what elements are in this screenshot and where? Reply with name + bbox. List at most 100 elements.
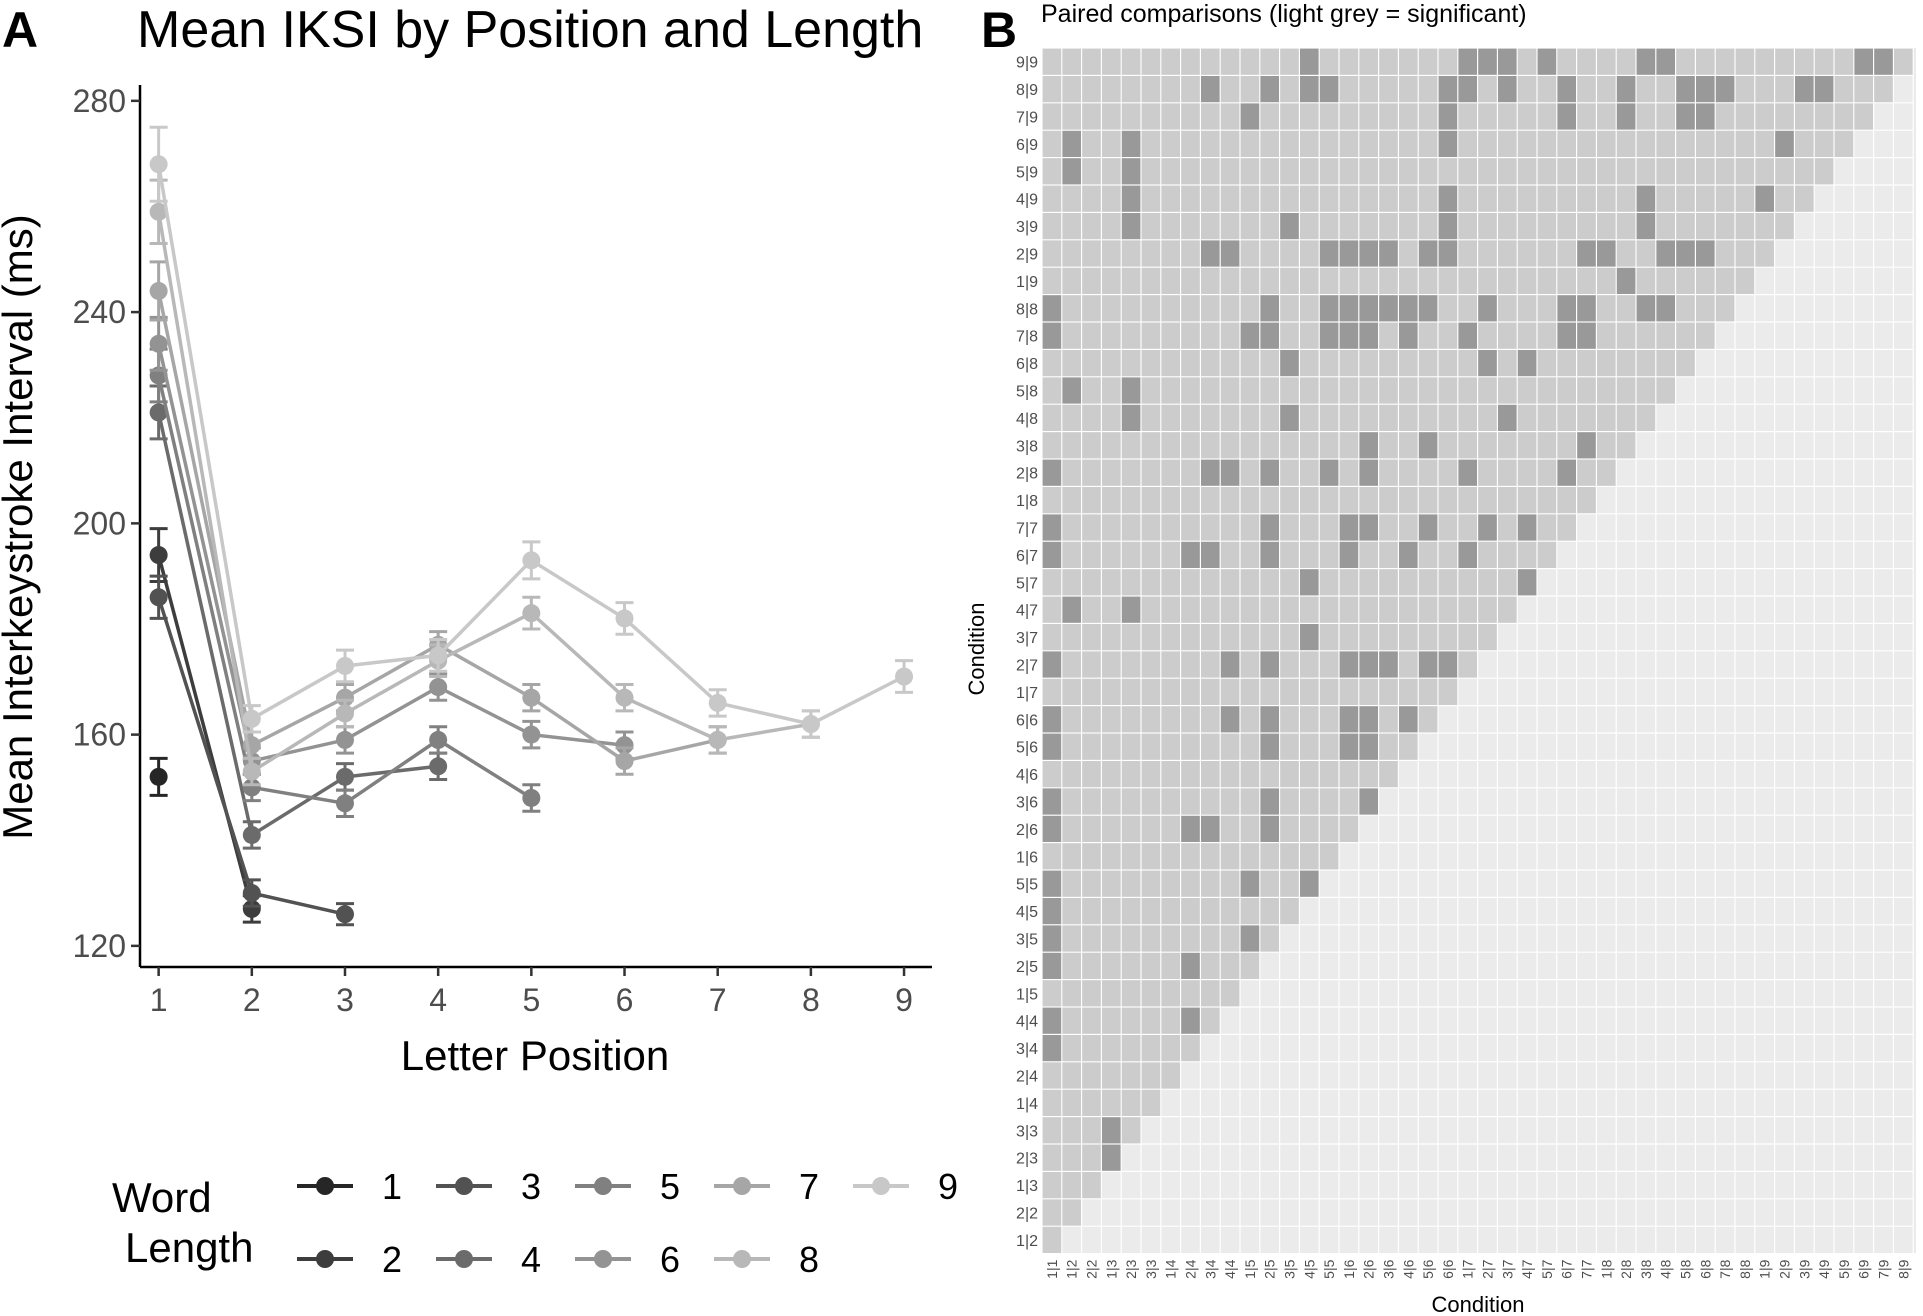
heatmap-cell-nonsignificant <box>1577 322 1596 349</box>
heatmap-cell-significant <box>1280 624 1299 651</box>
heatmap-cell-significant <box>1438 158 1458 185</box>
heatmap-cell-significant <box>1062 432 1081 459</box>
heatmap-cell-nonsignificant <box>1042 815 1062 842</box>
heatmap-y-tick-label: 8|9 <box>1016 82 1038 99</box>
heatmap-cell-significant <box>1280 678 1299 705</box>
heatmap-cell-significant <box>1181 240 1200 267</box>
heatmap-cell-significant <box>1597 158 1616 185</box>
heatmap-cell-significant <box>1220 487 1240 514</box>
heatmap-y-tick-label: 8|8 <box>1016 301 1038 318</box>
heatmap-cell-significant <box>1181 788 1200 815</box>
heatmap-cell-significant <box>1537 240 1557 267</box>
heatmap-cell-nonsignificant <box>1300 870 1319 897</box>
heatmap-cell-significant <box>1577 130 1596 157</box>
heatmap-cell-significant <box>1280 788 1299 815</box>
heatmap-cell-significant <box>1399 158 1418 185</box>
heatmap-cell-significant <box>1082 569 1101 596</box>
heatmap-cell-significant <box>1121 103 1141 130</box>
heatmap-cell-significant <box>1240 815 1260 842</box>
heatmap-cell-significant <box>1141 815 1161 842</box>
series-line <box>156 163 905 726</box>
heatmap-cell-significant <box>1260 158 1279 185</box>
heatmap-cell-significant <box>1141 514 1161 541</box>
heatmap-cell-significant <box>1102 514 1121 541</box>
heatmap-cell-significant <box>1240 267 1260 294</box>
heatmap-cell-significant <box>1141 761 1161 788</box>
heatmap-cell-significant <box>1597 103 1616 130</box>
heatmap-cell-nonsignificant <box>1121 596 1141 623</box>
heatmap-cell-significant <box>1300 541 1319 568</box>
heatmap-cell-significant <box>1696 213 1715 240</box>
heatmap-cell-significant <box>1161 1062 1180 1089</box>
heatmap-cell-significant <box>1102 103 1121 130</box>
heatmap-cell-significant <box>1102 569 1121 596</box>
heatmap-cell-significant <box>1418 624 1438 651</box>
heatmap-cell-significant <box>1062 213 1081 240</box>
heatmap-cell-significant <box>1319 350 1339 377</box>
heatmap-cell-significant <box>1121 761 1141 788</box>
heatmap-cell-nonsignificant <box>1339 733 1359 760</box>
heatmap-cell-nonsignificant <box>1478 295 1497 322</box>
heatmap-cell-nonsignificant <box>1359 322 1378 349</box>
heatmap-cell-significant <box>1379 678 1398 705</box>
heatmap-cell-significant <box>1517 432 1537 459</box>
data-point <box>242 825 261 844</box>
heatmap-cell-significant <box>1814 130 1834 157</box>
heatmap-cell-significant <box>1161 130 1180 157</box>
heatmap-cell-significant <box>1181 898 1200 925</box>
heatmap-cell-significant <box>1082 1007 1101 1034</box>
heatmap-cell-significant <box>1458 185 1477 212</box>
heatmap-cell-significant <box>1082 48 1101 75</box>
heatmap-cell-significant <box>1616 350 1636 377</box>
data-point <box>615 752 634 771</box>
heatmap-cell-nonsignificant <box>1062 377 1081 404</box>
heatmap-cell-nonsignificant <box>1359 733 1378 760</box>
heatmap-cell-significant <box>1597 322 1616 349</box>
heatmap-cell-significant <box>1201 624 1220 651</box>
heatmap-cell-significant <box>1814 158 1834 185</box>
heatmap-cell-significant <box>1102 761 1121 788</box>
heatmap-cell-significant <box>1220 843 1240 870</box>
heatmap-cell-significant <box>1577 459 1596 486</box>
heatmap-cell-significant <box>1359 267 1378 294</box>
heatmap-cell-significant <box>1894 48 1913 75</box>
heatmap-cell-significant <box>1616 240 1636 267</box>
heatmap-cell-significant <box>1319 185 1339 212</box>
heatmap-x-tick-label: 1|2 <box>1064 1259 1080 1278</box>
heatmap-cell-significant <box>1597 459 1616 486</box>
heatmap-cell-nonsignificant <box>1121 158 1141 185</box>
heatmap-cell-significant <box>1220 295 1240 322</box>
heatmap-x-tick-label: 8|9 <box>1895 1259 1911 1278</box>
heatmap-cell-significant <box>1715 240 1735 267</box>
heatmap-cell-significant <box>1141 541 1161 568</box>
heatmap-cell-significant <box>1517 404 1537 431</box>
heatmap-cell-significant <box>1161 980 1180 1007</box>
heatmap-y-tick-label: 9|9 <box>1016 55 1038 72</box>
heatmap-cell-significant <box>1082 185 1101 212</box>
heatmap-cell-significant <box>1339 267 1359 294</box>
heatmap-cell-significant <box>1102 350 1121 377</box>
heatmap-cell-significant <box>1240 76 1260 103</box>
heatmap-cell-significant <box>1379 459 1398 486</box>
heatmap-cell-significant <box>1161 267 1180 294</box>
heatmap-cell-significant <box>1795 130 1814 157</box>
heatmap-cell-significant <box>1300 459 1319 486</box>
heatmap-cell-significant <box>1458 267 1477 294</box>
heatmap-cell-significant <box>1201 295 1220 322</box>
heatmap-cell-nonsignificant <box>1557 103 1576 130</box>
heatmap-cell-significant <box>1537 185 1557 212</box>
heatmap-cell-nonsignificant <box>1379 295 1398 322</box>
heatmap-cell-nonsignificant <box>1874 48 1893 75</box>
heatmap-cell-significant <box>1062 870 1081 897</box>
heatmap-cell-significant <box>1181 980 1200 1007</box>
heatmap-cell-significant <box>1300 213 1319 240</box>
heatmap-cell-significant <box>1141 377 1161 404</box>
heatmap-cell-significant <box>1240 624 1260 651</box>
heatmap-cell-significant <box>1260 377 1279 404</box>
heatmap-x-tick-label: 1|6 <box>1341 1259 1357 1278</box>
heatmap-y-tick-label: 3|4 <box>1016 1041 1038 1058</box>
heatmap-cell-significant <box>1478 487 1497 514</box>
heatmap-cell-significant <box>1042 432 1062 459</box>
heatmap-cell-nonsignificant <box>1537 48 1557 75</box>
heatmap-x-tick-label: 1|4 <box>1163 1259 1179 1278</box>
